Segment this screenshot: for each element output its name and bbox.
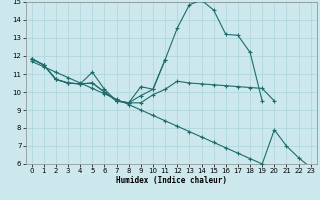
X-axis label: Humidex (Indice chaleur): Humidex (Indice chaleur) (116, 176, 227, 185)
